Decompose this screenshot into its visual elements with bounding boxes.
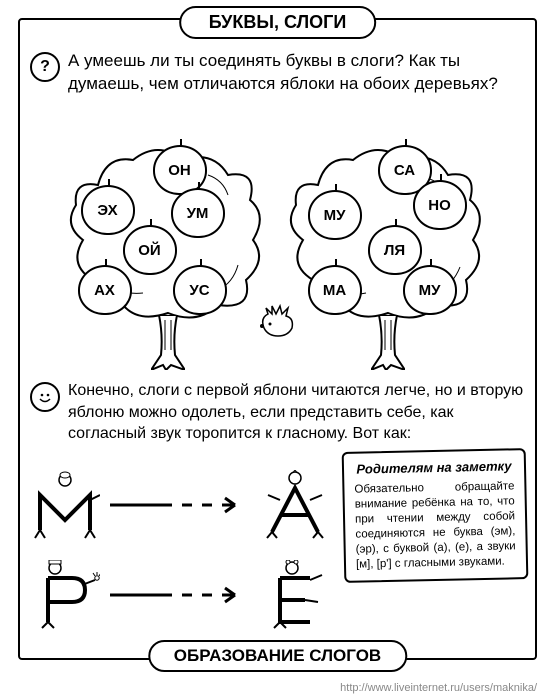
tree-left: ОНЭХУМОЙАХУС bbox=[63, 140, 273, 370]
letter-row-1 bbox=[30, 470, 370, 540]
tree-trunk-right bbox=[371, 315, 405, 370]
apple-left-1: ЭХ bbox=[81, 185, 135, 235]
page-footer-title: ОБРАЗОВАНИЕ СЛОГОВ bbox=[148, 640, 407, 672]
page-title: БУКВЫ, СЛОГИ bbox=[179, 6, 377, 39]
letter-e-figure bbox=[260, 560, 330, 630]
answer-bullet bbox=[30, 382, 60, 412]
apple-right-4: МА bbox=[308, 265, 362, 315]
letter-r-figure bbox=[30, 560, 100, 630]
letter-a-figure bbox=[260, 470, 330, 540]
tree-trunk-left bbox=[151, 315, 185, 370]
answer-block: Конечно, слоги с первой яблони читаются … bbox=[30, 380, 525, 445]
smile-icon bbox=[35, 387, 55, 407]
apple-left-5: УС bbox=[173, 265, 227, 315]
page-frame: ? А умеешь ли ты соединять буквы в слоги… bbox=[18, 18, 537, 660]
apple-right-3: ЛЯ bbox=[368, 225, 422, 275]
tree-right: САМУНОЛЯМАМУ bbox=[283, 140, 493, 370]
apple-right-1: МУ bbox=[308, 190, 362, 240]
arrow-1 bbox=[110, 490, 250, 520]
watermark: http://www.liveinternet.ru/users/maknika… bbox=[340, 682, 537, 694]
hedgehog-icon bbox=[258, 304, 298, 338]
apple-left-3: ОЙ bbox=[123, 225, 177, 275]
question-block: ? А умеешь ли ты соединять буквы в слоги… bbox=[30, 50, 525, 96]
question-bullet: ? bbox=[30, 52, 60, 82]
trees-illustration: ОНЭХУМОЙАХУС САМУНОЛЯМАМУ bbox=[20, 140, 535, 338]
letter-m-figure bbox=[30, 470, 100, 540]
arrow-2 bbox=[110, 580, 250, 610]
answer-text: Конечно, слоги с первой яблони читаются … bbox=[68, 380, 525, 445]
question-text: А умеешь ли ты соединять буквы в слоги? … bbox=[68, 50, 525, 96]
note-body: Обязательно обращайте внимание ребёнка н… bbox=[354, 479, 516, 572]
letter-diagram bbox=[30, 470, 370, 650]
apple-right-5: МУ bbox=[403, 265, 457, 315]
apple-left-2: УМ bbox=[171, 188, 225, 238]
apple-left-4: АХ bbox=[78, 265, 132, 315]
note-title: Родителям на заметку bbox=[354, 458, 514, 478]
parents-note-box: Родителям на заметку Обязательно обращай… bbox=[342, 448, 529, 582]
letter-row-2 bbox=[30, 560, 370, 630]
worksheet-page: ? А умеешь ли ты соединять буквы в слоги… bbox=[0, 0, 555, 700]
apple-right-2: НО bbox=[413, 180, 467, 230]
